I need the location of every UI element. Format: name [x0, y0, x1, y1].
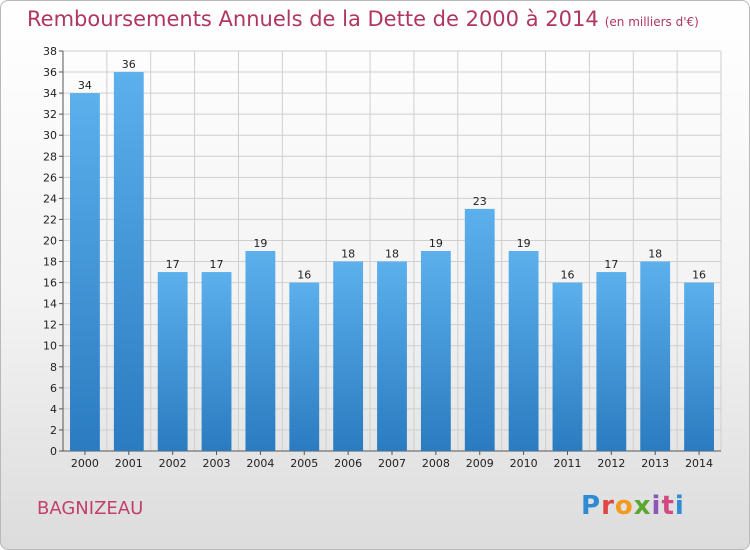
- x-tick-label-2002: 2002: [159, 457, 187, 470]
- x-tick-label-2009: 2009: [466, 457, 494, 470]
- y-tick-label: 0: [50, 445, 57, 458]
- data-label-2003: 17: [210, 258, 224, 271]
- data-label-2004: 19: [253, 237, 267, 250]
- bar-2002: [157, 272, 188, 451]
- labels: 0246810121416182022242628303234363834200…: [43, 45, 713, 470]
- y-tick-label: 20: [43, 234, 57, 247]
- bar-2004: [245, 251, 276, 451]
- bar-2008: [420, 251, 451, 451]
- bar-2000: [70, 93, 100, 452]
- bar-2005: [289, 282, 320, 451]
- y-tick-label: 10: [43, 340, 57, 353]
- x-tick-label-2005: 2005: [290, 457, 318, 470]
- y-tick-label: 18: [43, 256, 57, 269]
- y-tick-label: 30: [43, 129, 57, 142]
- y-tick-label: 4: [50, 403, 57, 416]
- bar-2009: [464, 208, 495, 451]
- y-tick-label: 6: [50, 382, 57, 395]
- data-label-2001: 36: [122, 58, 136, 71]
- data-label-2012: 17: [604, 258, 618, 271]
- x-tick-label-2011: 2011: [553, 457, 581, 470]
- bar-2007: [377, 261, 407, 451]
- y-tick-label: 34: [43, 87, 57, 100]
- y-tick-label: 22: [43, 213, 57, 226]
- bar-2006: [333, 261, 364, 451]
- x-tick-label-2006: 2006: [334, 457, 362, 470]
- bar-2012: [596, 272, 627, 451]
- y-tick-label: 28: [43, 150, 57, 163]
- x-tick-label-2010: 2010: [510, 457, 538, 470]
- x-tick-label-2004: 2004: [246, 457, 274, 470]
- x-tick-label-2007: 2007: [378, 457, 406, 470]
- x-tick-label-2001: 2001: [115, 457, 143, 470]
- chart-title-text: Remboursements Annuels de la Dette de 20…: [27, 7, 599, 31]
- data-label-2014: 16: [692, 269, 706, 282]
- bars: [70, 72, 714, 452]
- bar-2010: [508, 251, 539, 451]
- data-label-2007: 18: [385, 248, 399, 261]
- x-tick-label-2014: 2014: [685, 457, 713, 470]
- y-tick-label: 2: [50, 424, 57, 437]
- data-label-2013: 18: [648, 248, 662, 261]
- data-label-2008: 19: [429, 237, 443, 250]
- bar-2001: [113, 72, 144, 451]
- y-tick-label: 36: [43, 66, 57, 79]
- y-tick-label: 24: [43, 192, 57, 205]
- x-tick-label-2013: 2013: [641, 457, 669, 470]
- x-tick-label-2008: 2008: [422, 457, 450, 470]
- y-tick-label: 38: [43, 45, 57, 58]
- y-tick-label: 14: [43, 298, 57, 311]
- data-label-2005: 16: [297, 269, 311, 282]
- bar-2011: [552, 282, 583, 451]
- y-tick-label: 16: [43, 277, 57, 290]
- data-label-2009: 23: [473, 195, 487, 208]
- x-tick-label-2003: 2003: [203, 457, 231, 470]
- y-tick-label: 8: [50, 361, 57, 374]
- data-label-2000: 34: [78, 79, 92, 92]
- y-tick-label: 26: [43, 171, 57, 184]
- bar-2014: [684, 282, 714, 451]
- y-tick-label: 32: [43, 108, 57, 121]
- data-label-2006: 18: [341, 248, 355, 261]
- chart-title: Remboursements Annuels de la Dette de 20…: [27, 7, 699, 31]
- bar-2003: [201, 272, 232, 451]
- x-tick-label-2000: 2000: [71, 457, 99, 470]
- commune-name: BAGNIZEAU: [37, 498, 144, 519]
- y-tick-label: 12: [43, 319, 57, 332]
- bar-2013: [640, 261, 671, 451]
- data-label-2011: 16: [560, 269, 574, 282]
- x-tick-label-2012: 2012: [597, 457, 625, 470]
- data-label-2010: 19: [517, 237, 531, 250]
- data-label-2002: 17: [166, 258, 180, 271]
- proxiti-logo: Proxiti: [581, 491, 685, 521]
- chart-unit: (en milliers d'€): [604, 15, 699, 29]
